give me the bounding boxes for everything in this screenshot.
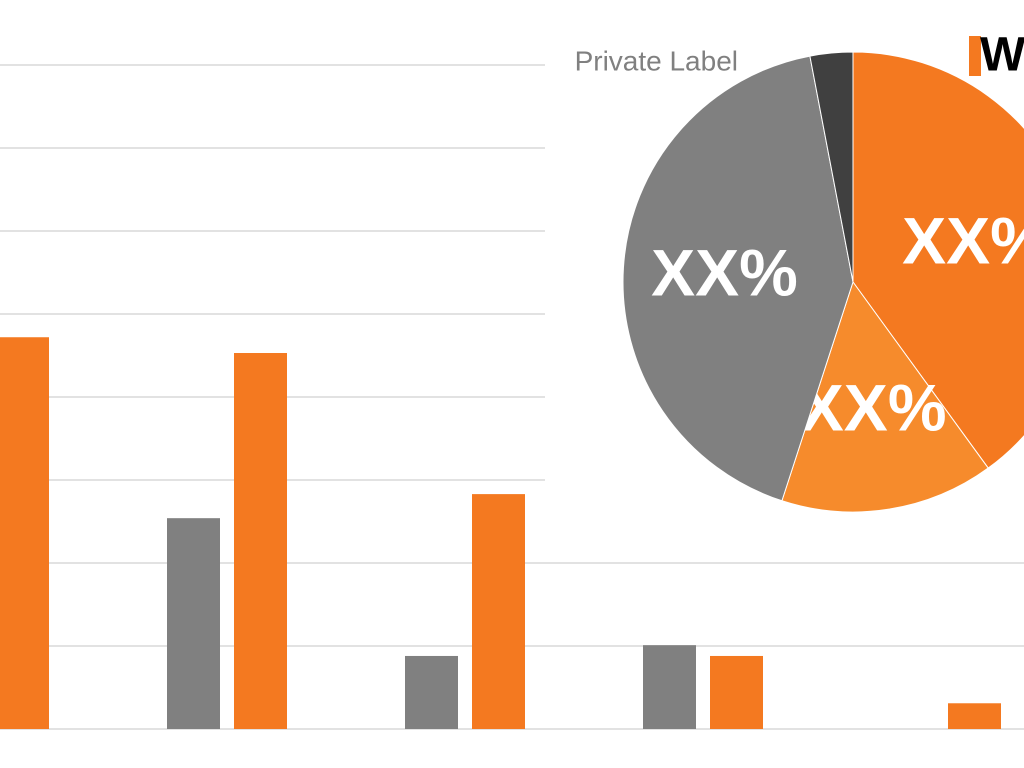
bar — [167, 518, 220, 729]
slice-category: Private Label — [575, 45, 738, 76]
pie-slice — [622, 55, 854, 502]
slice-label: XX% — [800, 371, 947, 445]
bar — [948, 703, 1001, 729]
logo: W — [980, 29, 1024, 82]
slice-label: XX% — [651, 235, 798, 309]
bar — [405, 655, 458, 729]
pie-slice — [781, 280, 989, 513]
pie-slice — [852, 51, 1024, 469]
bar — [710, 655, 763, 729]
pie-slice — [809, 51, 854, 283]
bar — [234, 353, 287, 729]
bar — [472, 494, 525, 729]
bar — [0, 337, 49, 729]
logo-mark — [969, 36, 981, 76]
slice-label: XX% — [902, 204, 1024, 278]
bar — [643, 645, 696, 729]
chart-layer: XX%XX%XX%Private Label — [0, 45, 1024, 730]
